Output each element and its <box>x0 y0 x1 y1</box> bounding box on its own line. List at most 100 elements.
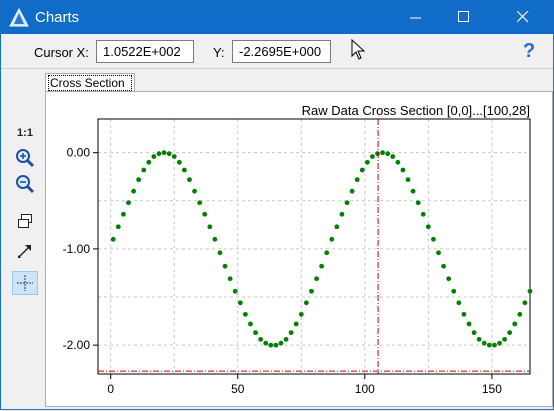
mouse-pointer-icon <box>351 39 365 60</box>
y-axis: 0.00 -1.00 -2.00 <box>63 146 98 352</box>
chart-title: Raw Data Cross Section [0,0]...[100,28] <box>302 103 530 118</box>
data-point <box>339 211 345 217</box>
data-point <box>288 330 294 336</box>
data-point <box>324 250 330 256</box>
tab-cross-section[interactable]: Cross Section <box>45 73 135 92</box>
x-tick-label: 100 <box>355 382 375 396</box>
chart-pane: Raw Data Cross Section [0,0]...[100,28] … <box>45 91 553 407</box>
data-point <box>202 211 208 217</box>
title-bar[interactable]: Charts <box>1 1 553 34</box>
zoom-out-button[interactable] <box>12 172 38 196</box>
expand-button[interactable] <box>12 239 38 263</box>
data-point <box>110 236 116 242</box>
zoom-in-icon <box>16 149 35 168</box>
data-point <box>151 154 157 159</box>
ratio-label: 1:1 <box>17 127 33 139</box>
data-point <box>395 159 401 165</box>
data-point <box>141 167 147 173</box>
cursor-x-label: Cursor X: <box>34 45 89 60</box>
data-point <box>517 311 523 317</box>
data-point <box>471 330 477 336</box>
zoom-out-icon <box>16 175 35 194</box>
cross-section-chart[interactable]: Raw Data Cross Section [0,0]...[100,28] … <box>46 92 552 406</box>
app-icon <box>9 8 29 27</box>
data-point <box>359 167 365 173</box>
series-points <box>110 150 533 348</box>
data-point <box>400 167 406 173</box>
data-point <box>344 200 350 206</box>
expand-arrow-icon <box>18 245 31 258</box>
data-point <box>166 151 172 157</box>
data-point <box>492 342 497 348</box>
data-point <box>187 177 192 183</box>
data-point <box>309 288 314 294</box>
data-point <box>334 224 340 230</box>
data-point <box>349 188 355 194</box>
x-tick-label: 0 <box>107 382 114 396</box>
data-point <box>527 288 533 294</box>
data-point <box>192 188 197 194</box>
data-point <box>486 342 492 348</box>
data-point <box>258 336 264 342</box>
data-point <box>182 167 187 173</box>
data-point <box>497 340 502 346</box>
help-icon[interactable]: ? <box>523 40 536 62</box>
data-point <box>136 177 142 183</box>
data-point <box>502 336 507 342</box>
data-point <box>354 177 360 183</box>
data-point <box>431 236 436 242</box>
tab-cross-section-label: Cross Section <box>50 76 125 90</box>
data-point <box>131 188 136 194</box>
close-icon <box>517 11 529 23</box>
minimize-button[interactable] <box>394 1 439 34</box>
crosshair-icon <box>17 275 33 291</box>
data-point <box>278 340 284 346</box>
window-title: Charts <box>35 9 80 26</box>
cursor-toolbar: Cursor X: 1.0522E+002 Y: -2.2695E+000 ? <box>1 34 553 69</box>
data-point <box>237 300 243 306</box>
data-point <box>507 330 513 336</box>
data-point <box>303 300 309 306</box>
data-point <box>461 311 467 317</box>
data-point <box>420 211 426 217</box>
maximize-button[interactable] <box>442 1 487 34</box>
data-point <box>197 200 203 206</box>
cursor-y-label: Y: <box>213 45 225 60</box>
data-point <box>232 288 238 294</box>
minimize-icon <box>410 17 421 19</box>
data-point <box>212 236 218 242</box>
data-point <box>436 250 441 256</box>
y-tick-label: -2.00 <box>63 338 91 352</box>
window-restore-icon <box>18 214 32 228</box>
data-point <box>415 200 421 206</box>
cursor-y-field[interactable]: -2.2695E+000 <box>232 40 331 63</box>
data-point <box>314 276 319 282</box>
data-point <box>253 330 258 336</box>
crosshair-button[interactable] <box>12 271 38 295</box>
chart-grid <box>98 119 530 374</box>
y-tick-label: 0.00 <box>67 146 91 160</box>
ratio-1-1-button[interactable]: 1:1 <box>12 121 38 145</box>
data-point <box>248 321 253 327</box>
data-point <box>456 300 462 306</box>
close-button[interactable] <box>501 1 546 34</box>
data-point <box>217 250 223 256</box>
data-point <box>522 300 528 306</box>
data-point <box>171 154 177 159</box>
data-point <box>390 154 396 159</box>
data-point <box>425 224 431 230</box>
zoom-in-button[interactable] <box>12 146 38 170</box>
data-point <box>405 177 411 183</box>
data-point <box>380 150 386 156</box>
data-point <box>466 321 472 327</box>
data-point <box>207 224 213 230</box>
cursor-x-field[interactable]: 1.0522E+002 <box>96 40 194 63</box>
data-point <box>319 263 325 269</box>
maximize-icon <box>458 11 469 22</box>
data-point <box>481 340 487 346</box>
plot-area <box>97 118 531 375</box>
restore-view-button[interactable] <box>12 209 38 233</box>
data-point <box>156 151 162 157</box>
data-point <box>242 311 248 317</box>
